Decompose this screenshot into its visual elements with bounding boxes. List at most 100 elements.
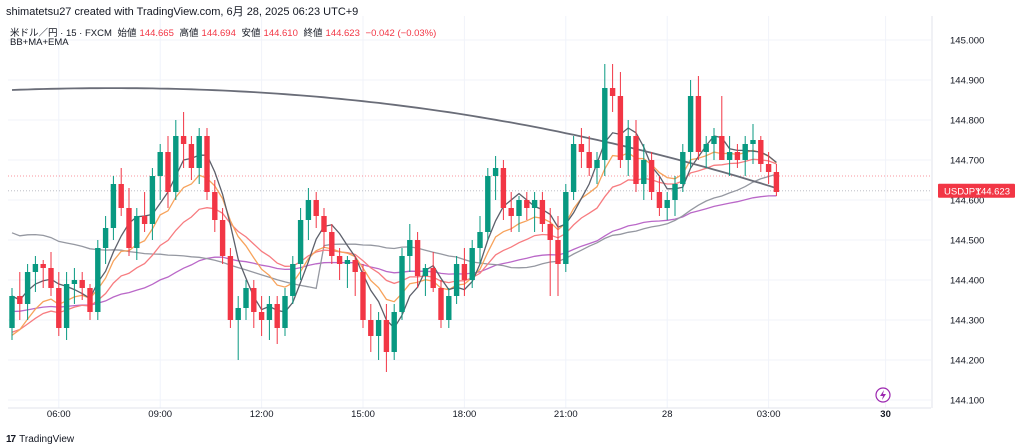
- candle-body: [134, 216, 140, 248]
- candle: [126, 188, 132, 256]
- chart-canvas[interactable]: 145.000 144.900 144.800 144.700 144.600 144.5…: [0, 16, 1024, 430]
- symbol-name[interactable]: 米ドル／円 · 15 · FXCM: [10, 28, 112, 39]
- created-by-text: shimatetsu27 created with TradingView.co…: [6, 6, 359, 18]
- candle: [633, 120, 639, 192]
- candle-body: [750, 140, 756, 144]
- header-bar: shimatetsu27 created with TradingView.co…: [0, 0, 1024, 18]
- candle: [586, 136, 592, 176]
- symbol-legend: 米ドル／円 · 15 · FXCM 始値 144.665 高値 144.694 安値…: [10, 25, 439, 39]
- candle: [672, 176, 678, 216]
- candle: [243, 280, 249, 320]
- candle-body: [258, 312, 265, 320]
- candle: [516, 196, 522, 232]
- candle-body: [726, 152, 733, 160]
- candle-body: [48, 268, 54, 288]
- candle: [446, 288, 452, 328]
- candle: [594, 152, 600, 184]
- x-tick-label: 12:00: [250, 409, 274, 420]
- candle: [375, 312, 382, 360]
- candle: [734, 144, 741, 168]
- candle-body: [469, 248, 475, 280]
- candle: [63, 272, 70, 340]
- candle-body: [251, 288, 257, 312]
- candle: [79, 272, 85, 300]
- y-tick-label: 144.600: [950, 196, 984, 207]
- candle: [188, 136, 195, 180]
- candle: [305, 188, 312, 240]
- candle-body: [719, 136, 725, 160]
- candle-body: [329, 232, 335, 256]
- candle: [477, 216, 483, 264]
- candle-body: [368, 320, 374, 336]
- candle: [703, 136, 709, 168]
- candle: [547, 208, 553, 296]
- candle: [508, 192, 514, 232]
- indicator-label[interactable]: BB+MA+EMA: [10, 37, 69, 48]
- candle: [87, 284, 93, 320]
- candle-body: [664, 200, 670, 208]
- candle-body: [641, 160, 647, 184]
- candle-body: [227, 256, 234, 320]
- candle: [719, 96, 725, 160]
- candle: [251, 280, 257, 328]
- high-value: 144.694: [201, 28, 236, 39]
- candle-body: [656, 192, 663, 208]
- candle-body: [102, 228, 109, 248]
- x-tick-label: 03:00: [757, 409, 781, 420]
- candle-body: [63, 284, 70, 328]
- candle: [149, 168, 156, 240]
- candle-body: [734, 152, 741, 160]
- y-tick-label: 144.700: [950, 156, 984, 167]
- candle-body: [212, 192, 218, 220]
- candle-body: [539, 200, 546, 224]
- candle: [274, 296, 280, 344]
- y-tick-label: 144.100: [950, 396, 984, 407]
- candle: [524, 192, 530, 220]
- candle: [758, 136, 764, 172]
- ma-line-long: [11, 87, 777, 190]
- candle: [48, 252, 54, 296]
- lightning-icon: [875, 387, 891, 403]
- candle: [157, 144, 163, 200]
- candle-body: [204, 136, 210, 192]
- candle-body: [87, 288, 93, 312]
- candle: [141, 192, 148, 232]
- candle: [196, 128, 202, 184]
- candle: [173, 120, 179, 200]
- candle-body: [196, 136, 202, 168]
- candle-body: [165, 152, 171, 192]
- candle-body: [79, 280, 85, 288]
- low-label: 安値: [241, 28, 261, 39]
- candle: [687, 80, 694, 168]
- candle-body: [40, 264, 46, 268]
- candle: [641, 144, 647, 200]
- candle: [352, 256, 358, 296]
- x-tick-label: 21:00: [554, 409, 578, 420]
- candle-body: [110, 184, 117, 228]
- y-tick-label: 145.000: [950, 36, 984, 47]
- candle: [773, 164, 780, 196]
- candle: [563, 184, 569, 272]
- candle: [438, 280, 444, 328]
- candle: [266, 296, 273, 340]
- tradingview-footer: 17 TradingView: [6, 432, 74, 446]
- x-tick-label: 30: [880, 409, 891, 420]
- candle-body: [9, 296, 15, 328]
- candle: [407, 224, 413, 272]
- candle: [32, 256, 39, 292]
- candle-body: [32, 264, 39, 272]
- candle: [297, 208, 304, 280]
- x-tick-label: 15:00: [351, 409, 375, 420]
- candle-body: [648, 160, 655, 192]
- close-value: 144.623: [325, 28, 360, 39]
- candle: [750, 124, 756, 164]
- candle: [539, 192, 546, 232]
- candle-body: [446, 296, 452, 320]
- candle: [282, 288, 288, 336]
- candle-body: [461, 264, 468, 280]
- candle-body: [336, 256, 343, 264]
- candle: [368, 304, 374, 352]
- x-tick-label: 28: [662, 409, 673, 420]
- candle-body: [422, 268, 429, 276]
- candle-body: [680, 152, 686, 184]
